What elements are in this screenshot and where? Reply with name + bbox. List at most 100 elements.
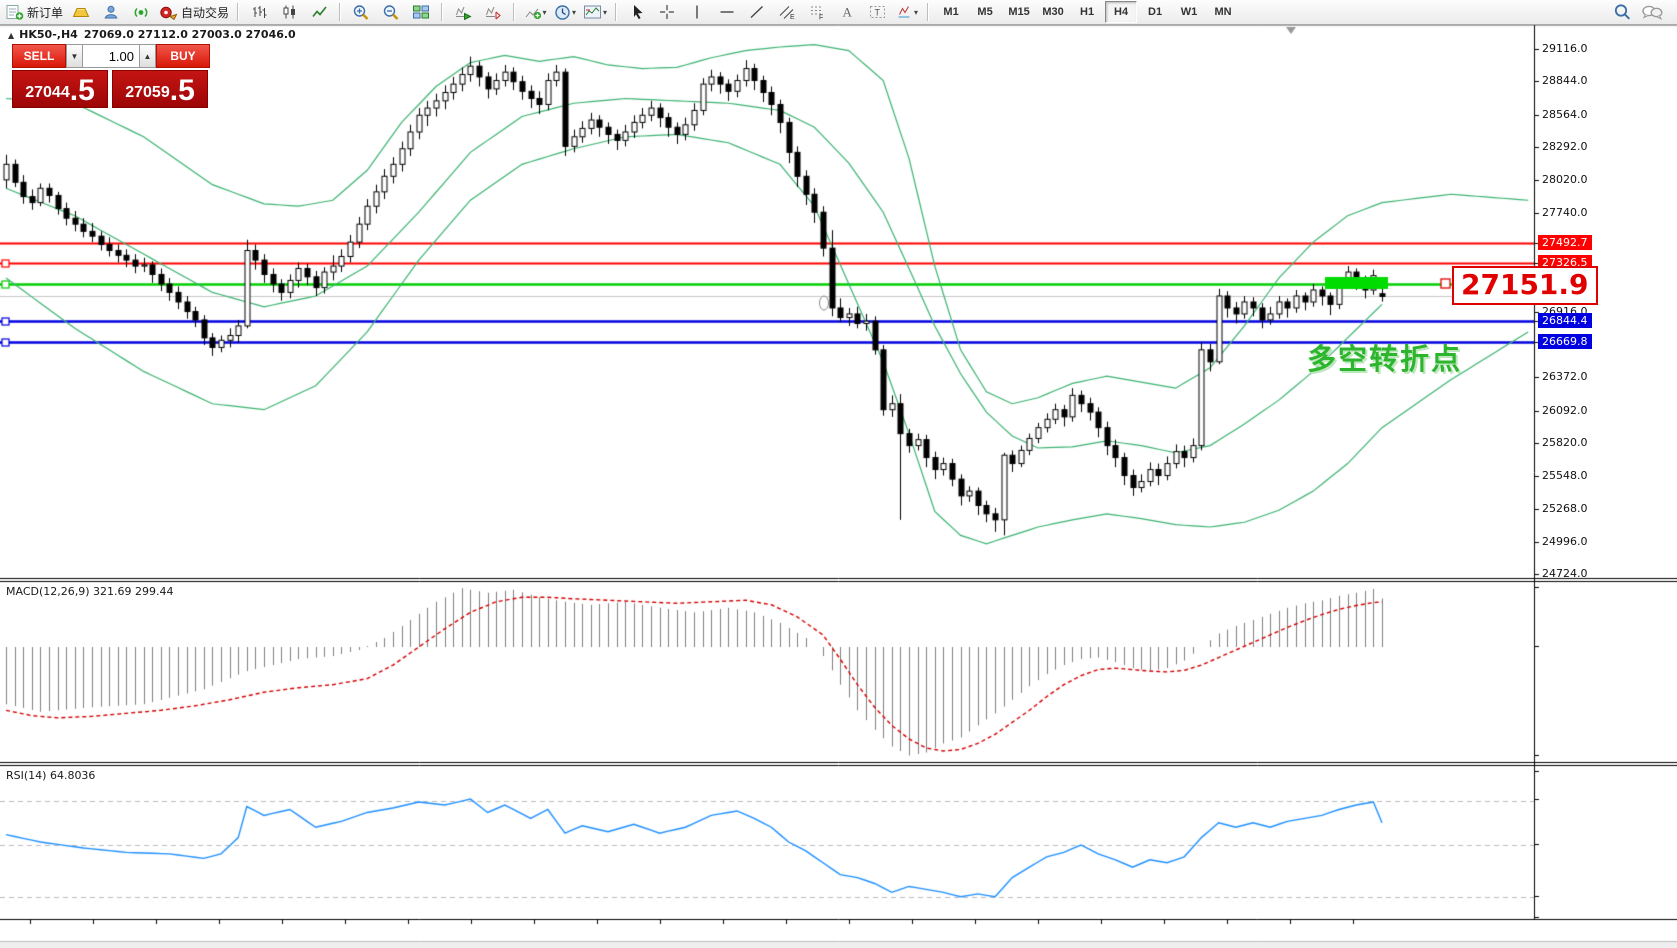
indicators-icon[interactable]: ▾	[520, 0, 550, 24]
horizontal-line-icon[interactable]	[712, 0, 742, 24]
timeframe-button-h1[interactable]: H1	[1080, 6, 1095, 18]
timeframe-button-mn[interactable]: MN	[1214, 6, 1232, 18]
toolbar-group-objects: E F A T ▾	[619, 0, 925, 25]
buy-price-fraction: .5	[169, 74, 195, 107]
toolbar-separator	[441, 3, 444, 21]
symbol-period-label: HK50-,H4	[19, 28, 78, 41]
cursor-icon[interactable]	[622, 0, 652, 24]
trendline-icon[interactable]	[742, 0, 772, 24]
svg-text:A: A	[843, 5, 853, 20]
price-level-tag: 26844.4	[1538, 312, 1592, 328]
svg-text:F: F	[819, 15, 823, 21]
price-tick-label: 29116.0	[1542, 41, 1588, 55]
price-tick-label: 28564.0	[1542, 107, 1588, 121]
toolbar-group-scroll	[445, 0, 511, 25]
text-icon[interactable]: A	[832, 0, 862, 24]
auto-trading-icon[interactable]: 自动交易	[156, 0, 232, 24]
bar-chart-icon[interactable]	[244, 0, 274, 24]
volume-up-button[interactable]: ▲	[139, 44, 156, 68]
tile-windows-icon[interactable]	[406, 0, 436, 24]
line-chart-icon[interactable]	[304, 0, 334, 24]
sell-price-fraction: .5	[69, 74, 95, 107]
toolbar-group-right	[1607, 0, 1677, 24]
new-order-icon[interactable]: 新订单	[3, 0, 66, 24]
search-icon[interactable]	[1607, 0, 1637, 24]
toolbar-separator	[615, 3, 618, 21]
price-tick-label: 25548.0	[1542, 468, 1588, 482]
toolbar-group-insert: ▾ ▾ ▾	[517, 0, 613, 25]
candle-chart-icon[interactable]	[274, 0, 304, 24]
buy-button[interactable]: BUY	[156, 44, 210, 68]
sell-button[interactable]: SELL	[12, 44, 66, 68]
price-tick-label: 24996.0	[1542, 534, 1588, 548]
price-level-tag: 27492.7	[1538, 235, 1592, 250]
contacts-icon[interactable]	[96, 0, 126, 24]
toolbar-group-chart-type	[241, 0, 337, 25]
vertical-line-icon[interactable]	[682, 0, 712, 24]
toolbar-separator	[339, 3, 342, 21]
templates-icon[interactable]: ▾	[580, 0, 610, 24]
price-tick-label: 26372.0	[1542, 370, 1588, 384]
annotation-text[interactable]: 多空转折点	[1307, 344, 1463, 376]
timeframe-button-w1[interactable]: W1	[1180, 6, 1198, 18]
date-axis[interactable]: 15 May 201921 May 05:0027 May 05:0031 Ma…	[0, 920, 1534, 948]
fibonacci-icon[interactable]: F	[802, 0, 832, 24]
toolbar-group-zoom	[343, 0, 439, 25]
symbol-title: ▲ HK50-,H4 27069.0 27112.0 27003.0 27046.0	[8, 28, 296, 41]
zoom-out-icon[interactable]	[376, 0, 406, 24]
volume-down-button[interactable]: ▼	[66, 44, 83, 68]
new-order-label: 新订单	[27, 5, 64, 20]
arrows-icon[interactable]: ▾	[892, 0, 922, 24]
equidistant-channel-icon[interactable]: E	[772, 0, 802, 24]
timeframe-button-h4[interactable]: H4	[1105, 1, 1138, 23]
timeframe-button-m30[interactable]: M30	[1042, 6, 1064, 18]
price-tick-label: 26092.0	[1542, 403, 1588, 417]
timeframe-button-d1[interactable]: D1	[1148, 6, 1163, 18]
price-tick-label: 24724.0	[1542, 567, 1588, 581]
auto-scroll-icon[interactable]	[448, 0, 478, 24]
chat-icon[interactable]	[1637, 0, 1667, 24]
gold-bar-icon[interactable]	[66, 0, 96, 24]
chevron-down-icon[interactable]: ▾	[572, 7, 577, 17]
price-axis[interactable]: 29116.0 28844.0 28564.0 28292.0 28020.0 27740…	[1534, 25, 1677, 920]
price-tick-label: 27740.0	[1542, 206, 1588, 220]
periods-icon[interactable]: ▾	[550, 0, 580, 24]
signal-icon[interactable]	[126, 0, 156, 24]
auto-trading-label: 自动交易	[181, 5, 230, 20]
price-tick-label: 28292.0	[1542, 140, 1588, 154]
buy-price-panel[interactable]: 27059.5	[112, 70, 208, 108]
chevron-down-icon[interactable]: ▾	[603, 7, 608, 17]
toolbar-group-timeframes: M1 M5 M15 M30 H1 H4 D1 W1 MN	[931, 0, 1243, 25]
buy-price: 27059	[125, 84, 170, 101]
price-tick-label: 28020.0	[1542, 172, 1588, 186]
price-callout-label[interactable]: 27151.9	[1452, 266, 1598, 305]
toolbar-group-file: 新订单 自动交易	[0, 0, 235, 25]
toolbar-separator	[237, 3, 240, 21]
timeframe-button-m1[interactable]: M1	[943, 6, 959, 18]
price-tick-label: 25820.0	[1542, 436, 1588, 450]
price-level-tag: 26669.8	[1538, 333, 1592, 349]
chevron-down-icon[interactable]: ▾	[542, 7, 547, 17]
zoom-in-icon[interactable]	[346, 0, 376, 24]
toolbar-separator	[513, 3, 516, 21]
rsi-indicator-label: RSI(14) 64.8036	[6, 769, 96, 782]
one-click-trading-panel: SELL ▼ 1.00 ▲ BUY 27044.5 27059.5	[12, 44, 210, 108]
svg-text:T: T	[874, 8, 880, 18]
timeframe-button-m5[interactable]: M5	[977, 6, 993, 18]
crosshair-icon[interactable]	[652, 0, 682, 24]
macd-indicator-label: MACD(12,26,9) 321.69 299.44	[6, 585, 174, 598]
text-label-icon[interactable]: T	[862, 0, 892, 24]
chart-shift-icon[interactable]	[478, 0, 508, 24]
ohlc-readout: 27069.0 27112.0 27003.0 27046.0	[83, 28, 296, 41]
volume-input[interactable]: 1.00	[83, 44, 139, 68]
timeframe-button-m15[interactable]: M15	[1008, 6, 1030, 18]
toolbar-separator	[927, 3, 930, 21]
sell-price-panel[interactable]: 27044.5	[12, 70, 108, 108]
toolbar: 新订单 自动交易 ▾ ▾ ▾ E F A T ▾ M1 M5 M15 M30 H1 H4 D1 W1 MN	[0, 0, 1677, 25]
svg-text:E: E	[790, 14, 795, 20]
collapse-panel-icon[interactable]: ▲	[8, 31, 15, 40]
sell-price: 27044	[25, 84, 70, 101]
chevron-down-icon[interactable]: ▾	[914, 7, 919, 17]
